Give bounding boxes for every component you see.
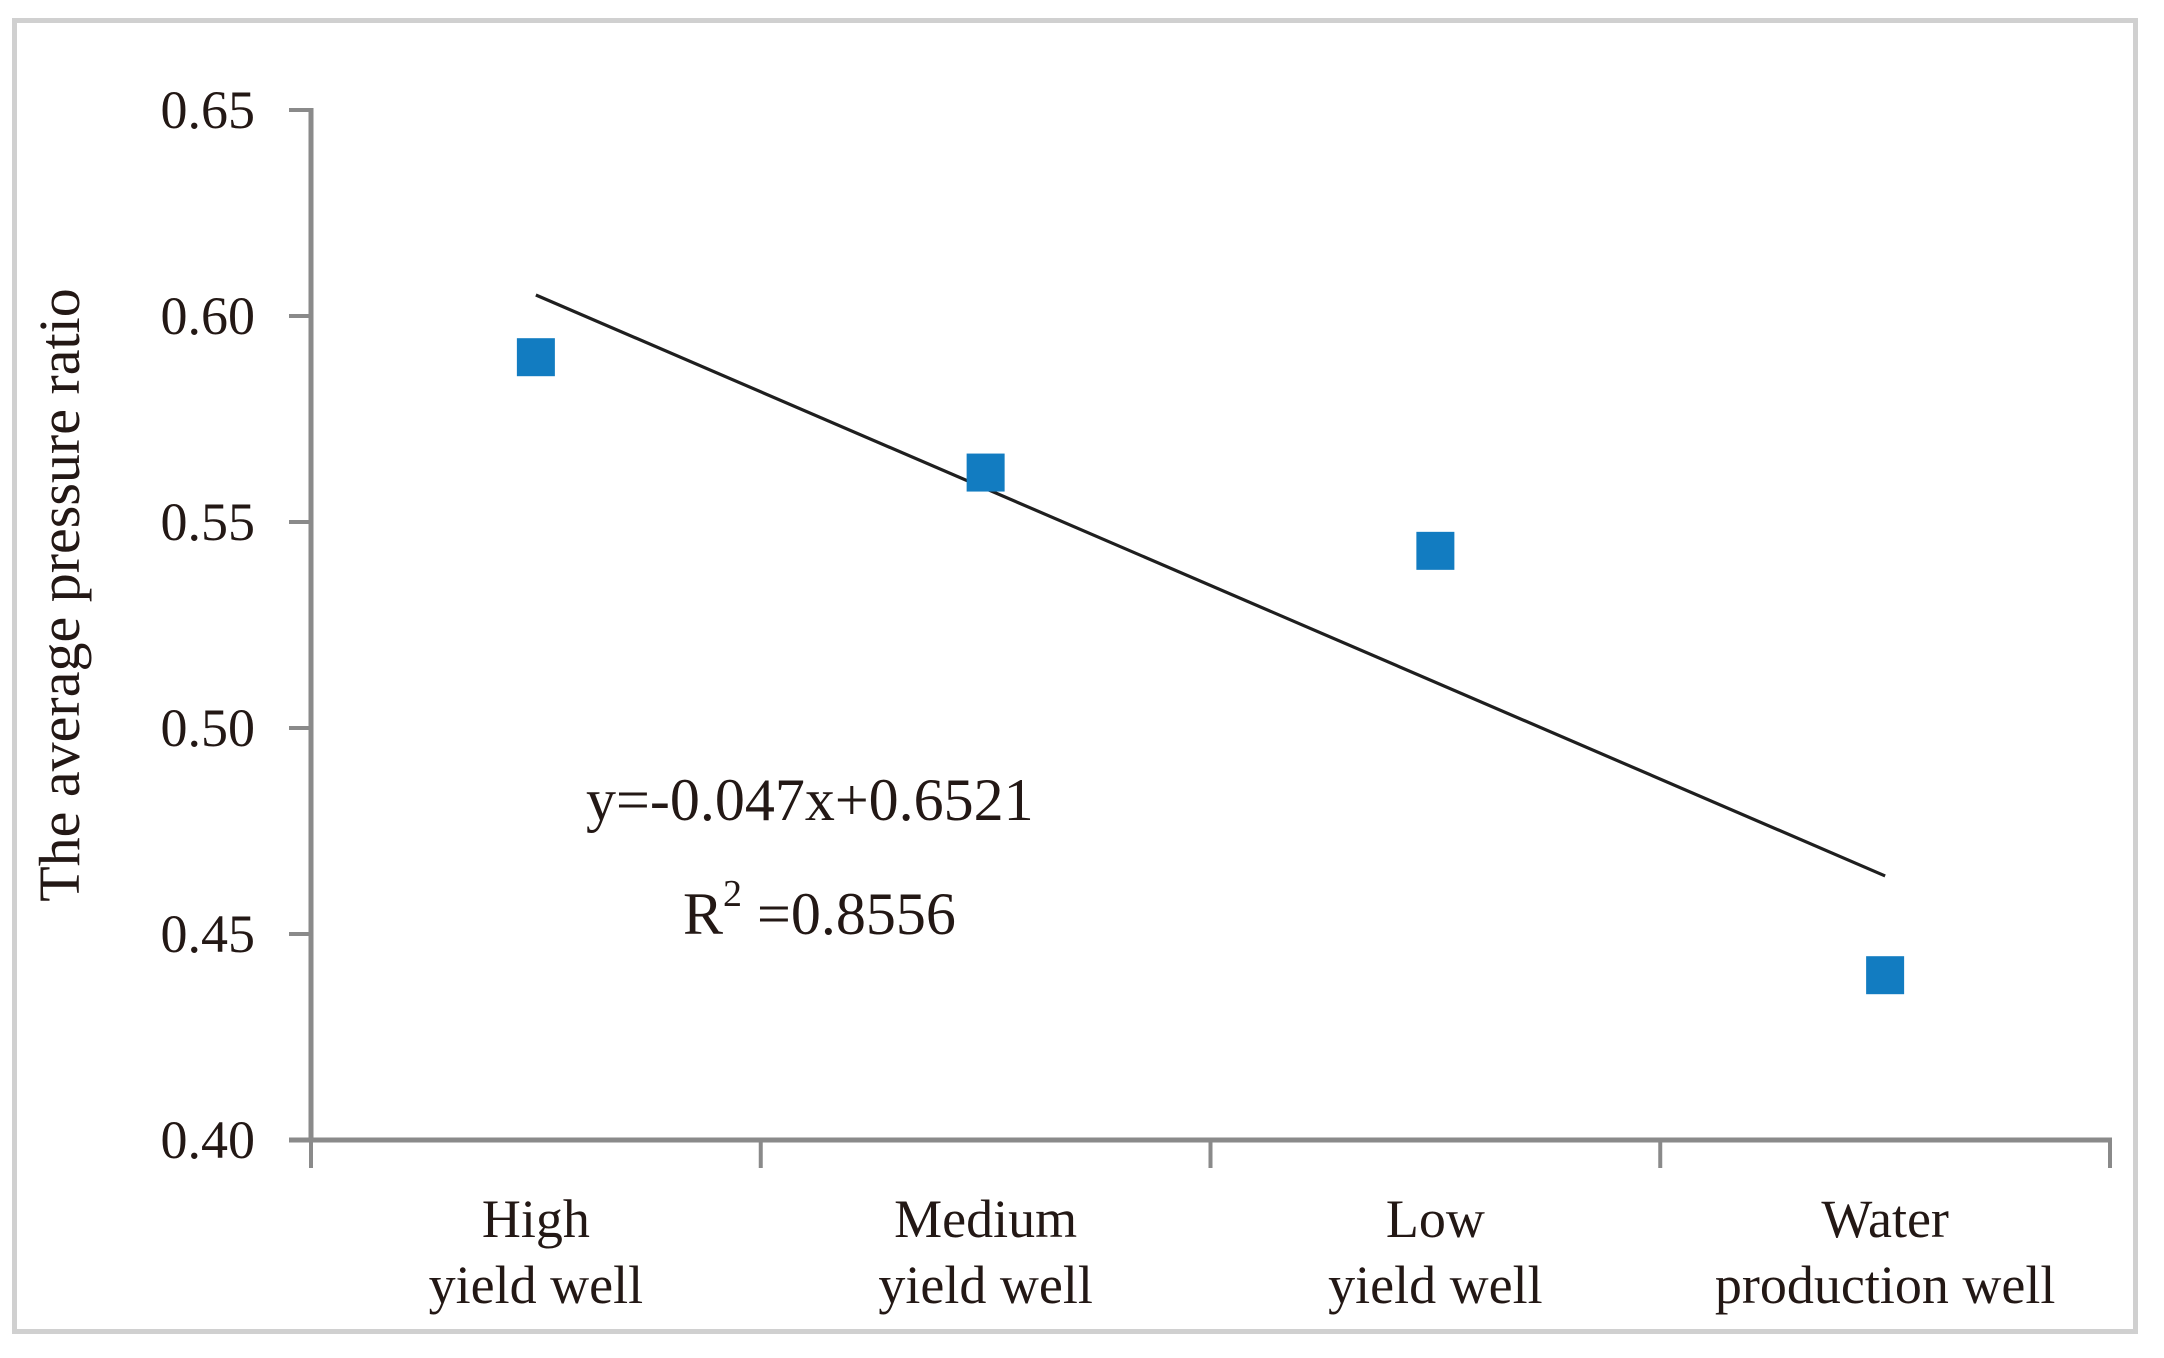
data-points-layer — [516, 338, 1905, 995]
y-tick-label: 0.60 — [160, 286, 256, 346]
data-point — [1866, 956, 1905, 995]
r-squared-base: R — [683, 881, 724, 947]
trend-line — [535, 293, 1886, 878]
chart-outer-frame — [12, 18, 2138, 1334]
x-category-label-line: yield well — [428, 1255, 644, 1315]
y-tick-label: 0.50 — [160, 698, 256, 758]
y-tick-label: 0.65 — [160, 80, 256, 140]
x-category-label-line: Medium — [894, 1189, 1078, 1249]
r-squared-superscript: 2 — [723, 873, 743, 915]
r-squared-value: =0.8556 — [742, 881, 956, 947]
x-category-label: Water production well — [1585, 1186, 2164, 1318]
x-category-label-line: Water — [1821, 1189, 1949, 1249]
r-squared-label: R2 =0.8556 — [683, 872, 956, 949]
x-category-label: Medium yield well — [686, 1186, 1286, 1318]
x-category-label-line: yield well — [1328, 1255, 1543, 1315]
y-tick-label: 0.45 — [160, 904, 256, 964]
y-tick-label: 0.55 — [160, 492, 256, 552]
data-point — [516, 338, 555, 377]
x-category-label-line: High — [481, 1189, 590, 1249]
data-point — [966, 453, 1005, 492]
x-category-label-line: Low — [1385, 1189, 1485, 1249]
trendline-layer — [535, 293, 1886, 878]
axes-layer — [289, 108, 2112, 1168]
x-category-label-line: production well — [1714, 1255, 2056, 1315]
x-category-label: High yield well — [236, 1186, 836, 1318]
x-category-label-line: yield well — [878, 1255, 1093, 1315]
y-tick-label: 0.40 — [160, 1110, 256, 1170]
y-axis-title: The average pressure ratio — [27, 288, 92, 902]
trendline-equation-label: y=-0.047x+0.6521 — [586, 767, 1034, 833]
x-category-label: Low yield well — [1135, 1186, 1735, 1318]
data-point — [1416, 531, 1455, 570]
